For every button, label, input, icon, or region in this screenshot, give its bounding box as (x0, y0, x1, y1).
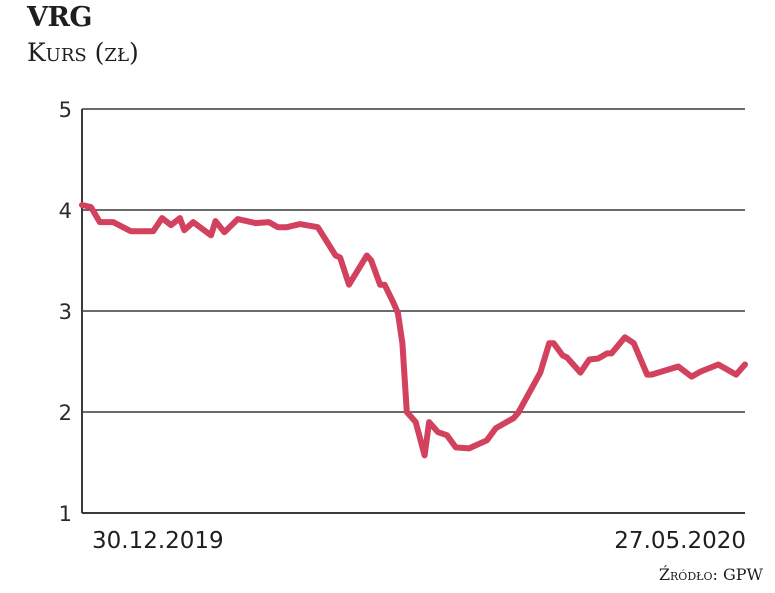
data-point (209, 233, 213, 237)
chart-subtitle: Kurs (zł) (27, 38, 139, 67)
data-point (254, 221, 258, 225)
data-point (129, 229, 133, 233)
data-point (276, 225, 280, 229)
data-point (414, 420, 418, 424)
data-point (427, 420, 431, 424)
data-point (151, 229, 155, 233)
data-point (516, 411, 520, 415)
data-point (89, 205, 93, 209)
data-point (467, 446, 471, 450)
data-point (547, 341, 551, 345)
data-point (338, 255, 342, 259)
data-point (552, 341, 556, 345)
data-point (716, 363, 720, 367)
data-point (285, 225, 289, 229)
data-point (111, 220, 115, 224)
data-point (396, 311, 400, 315)
data-point (561, 353, 565, 357)
data-point (423, 453, 427, 457)
data-point (623, 335, 627, 339)
data-point (191, 220, 195, 224)
data-point (578, 371, 582, 375)
data-point (213, 219, 217, 223)
data-point (178, 216, 182, 220)
x-tick-start: 30.12.2019 (92, 528, 224, 554)
data-point (494, 426, 498, 430)
data-point (98, 220, 102, 224)
data-point (743, 363, 747, 367)
data-point (632, 341, 636, 345)
data-point (690, 375, 694, 379)
data-point (383, 283, 387, 287)
data-point (378, 283, 382, 287)
source-note: Źródło: GPW (658, 565, 763, 584)
data-point (267, 220, 271, 224)
x-tick-end: 27.05.2020 (614, 528, 746, 554)
data-point (80, 203, 84, 207)
data-point (405, 410, 409, 414)
y-tick-label: 3 (59, 300, 72, 324)
data-point (645, 373, 649, 377)
data-point (699, 370, 703, 374)
data-point (538, 371, 542, 375)
data-point (365, 253, 369, 257)
data-point (610, 351, 614, 355)
data-point (436, 430, 440, 434)
data-point (596, 356, 600, 360)
price-line (79, 202, 748, 459)
data-point (445, 433, 449, 437)
data-point (650, 373, 654, 377)
data-point (454, 445, 458, 449)
data-point (391, 301, 395, 305)
data-point (676, 365, 680, 369)
y-tick-label: 5 (59, 98, 72, 122)
data-point (512, 416, 516, 420)
y-tick-label: 2 (59, 401, 72, 425)
data-point (316, 225, 320, 229)
data-point (587, 357, 591, 361)
data-point (565, 355, 569, 359)
data-point (400, 341, 404, 345)
data-point (298, 222, 302, 226)
data-point (347, 283, 351, 287)
data-point (485, 438, 489, 442)
data-point (334, 253, 338, 257)
chart-title: VRG (27, 2, 92, 33)
data-point (182, 228, 186, 232)
data-point (369, 259, 373, 262)
data-point (605, 351, 609, 355)
data-point (734, 373, 738, 377)
y-tick-label: 1 (59, 502, 72, 526)
data-point (222, 230, 226, 234)
y-tick-label: 4 (59, 199, 72, 223)
data-point (169, 223, 173, 227)
data-point (160, 216, 164, 220)
data-point (236, 217, 240, 221)
